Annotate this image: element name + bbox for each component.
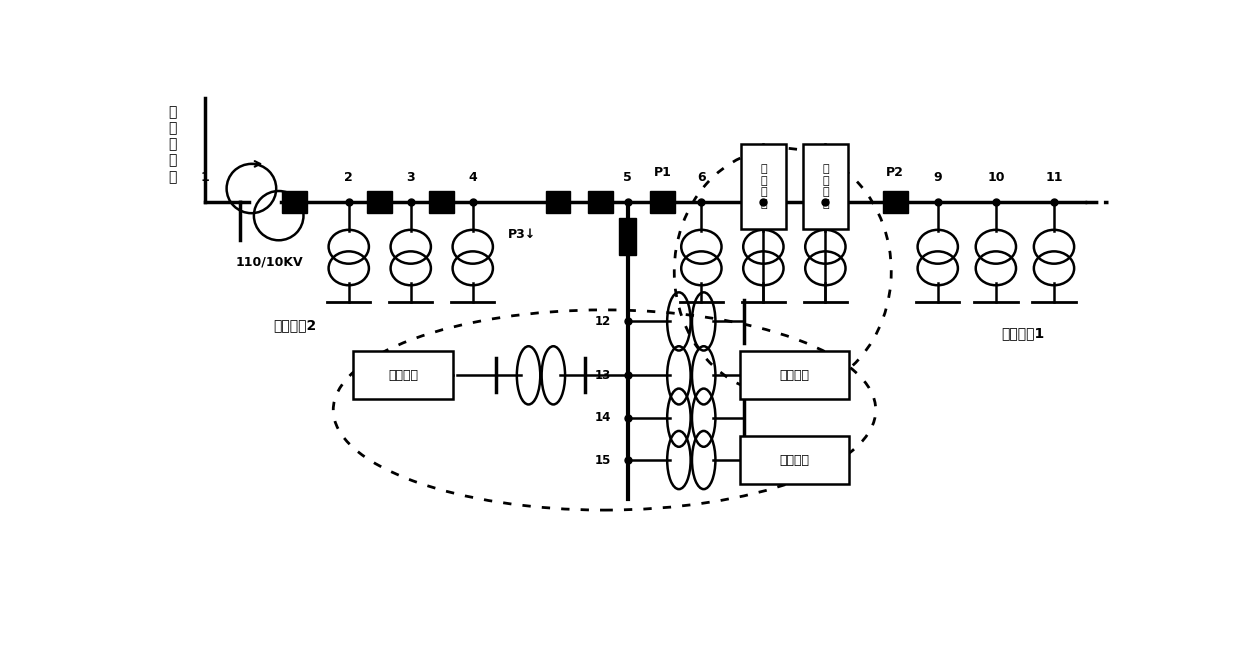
Text: 储
能
装
置: 储 能 装 置 <box>760 164 766 209</box>
Text: 预设区域2: 预设区域2 <box>273 318 316 332</box>
Text: 2: 2 <box>345 171 353 184</box>
Bar <box>740 352 848 399</box>
Bar <box>429 191 454 213</box>
Text: 5: 5 <box>624 171 632 184</box>
Bar <box>740 436 848 484</box>
Text: 11: 11 <box>1045 171 1063 184</box>
Text: 7: 7 <box>759 171 768 184</box>
Text: P3↓: P3↓ <box>507 228 536 241</box>
Bar <box>546 191 570 213</box>
Bar <box>367 191 392 213</box>
Text: 13: 13 <box>594 369 611 382</box>
Bar <box>588 191 613 213</box>
Bar <box>283 191 308 213</box>
Text: 14: 14 <box>594 411 611 424</box>
Text: 8: 8 <box>821 171 830 184</box>
Text: 预设区域1: 预设区域1 <box>1002 326 1044 340</box>
Text: 1: 1 <box>201 171 210 184</box>
Text: P2: P2 <box>887 166 904 179</box>
Text: 9: 9 <box>934 171 942 184</box>
Bar <box>650 191 675 213</box>
Text: 风电机组: 风电机组 <box>780 454 810 467</box>
Text: 12: 12 <box>594 315 611 328</box>
Text: 上
级
配
电
网: 上 级 配 电 网 <box>167 105 176 184</box>
Text: 3: 3 <box>407 171 415 184</box>
Bar <box>352 352 454 399</box>
Text: 燃气轮机: 燃气轮机 <box>780 369 810 382</box>
Text: 光
伏
系
统: 光 伏 系 统 <box>822 164 828 209</box>
Text: 储能装置: 储能装置 <box>388 369 418 382</box>
Text: 110/10KV: 110/10KV <box>236 256 303 269</box>
Bar <box>883 191 908 213</box>
Text: 6: 6 <box>697 171 706 184</box>
Text: 15: 15 <box>594 454 611 467</box>
Text: 4: 4 <box>469 171 477 184</box>
Bar <box>804 145 848 229</box>
Bar <box>742 145 786 229</box>
Text: 10: 10 <box>987 171 1004 184</box>
Bar <box>619 218 636 255</box>
Text: P1: P1 <box>653 166 672 179</box>
